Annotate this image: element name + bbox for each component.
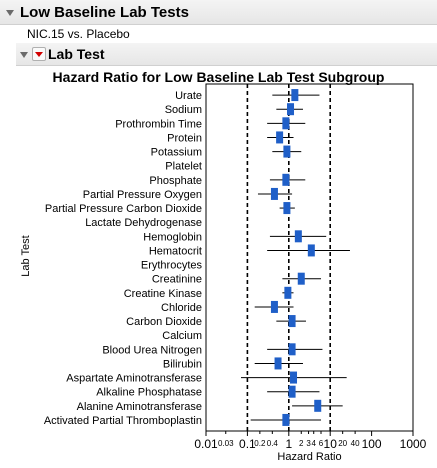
plot-frame — [205, 83, 414, 432]
hazard-ratio-marker — [307, 244, 315, 257]
y-tick-label: Calcium — [162, 330, 202, 342]
y-tick-label: Urate — [175, 90, 202, 102]
y-tick-label: Partial Pressure Oxygen — [83, 189, 202, 201]
disclosure-icon[interactable] — [20, 52, 28, 58]
hazard-ratio-marker — [288, 385, 296, 398]
x-minor-tick-label: 2 — [299, 439, 304, 448]
x-minor-tick-label: 0.03 — [218, 439, 234, 448]
y-tick-label: Activated Partial Thromboplastin — [44, 415, 202, 427]
section-title: Lab Test — [48, 46, 105, 62]
hazard-ratio-marker — [276, 131, 284, 144]
y-tick-label: Protein — [167, 132, 202, 144]
disclosure-icon[interactable] — [6, 10, 14, 16]
x-tick-label: 0.01 — [194, 437, 218, 451]
x-tick-label: 0.1 — [239, 437, 256, 451]
hazard-ratio-marker — [282, 413, 290, 426]
hazard-ratio-marker — [282, 117, 290, 130]
hazard-ratio-marker — [274, 357, 282, 370]
x-minor-tick-label: 3 — [306, 439, 311, 448]
hazard-ratio-marker — [288, 315, 296, 328]
hazard-ratio-marker — [288, 343, 296, 356]
y-tick-label: Lactate Dehydrogenase — [85, 217, 202, 229]
hazard-ratio-marker — [291, 89, 299, 102]
y-tick-label: Erythrocytes — [141, 260, 203, 272]
hazard-ratio-marker — [287, 103, 295, 116]
y-tick-label: Aspartate Aminotransferase — [66, 373, 202, 385]
hazard-ratio-marker — [283, 202, 291, 215]
hazard-ratio-marker — [283, 145, 291, 158]
y-tick-label: Potassium — [151, 147, 202, 159]
x-minor-tick-label: 40 — [351, 439, 360, 448]
x-minor-tick-label: 0.4 — [267, 439, 279, 448]
y-tick-label: Chloride — [161, 302, 202, 314]
x-minor-tick-label: 4 — [311, 439, 316, 448]
y-tick-label: Alanine Aminotransferase — [77, 401, 202, 413]
y-tick-label: Carbon Dioxide — [126, 316, 202, 328]
y-axis-label: Lab Test — [20, 235, 32, 277]
hazard-ratio-marker — [270, 300, 278, 313]
x-minor-tick-label: 6 — [319, 439, 324, 448]
y-tick-label: Creatinine — [152, 274, 202, 286]
red-triangle-menu-icon[interactable] — [32, 47, 46, 61]
x-tick-label: 1000 — [400, 437, 427, 451]
y-tick-label: Platelet — [165, 161, 202, 173]
section-header[interactable] — [16, 43, 437, 66]
x-minor-tick-label: 20 — [338, 439, 347, 448]
y-tick-label: Blood Urea Nitrogen — [102, 344, 202, 356]
hazard-ratio-marker — [297, 272, 305, 285]
y-tick-label: Partial Pressure Carbon Dioxide — [45, 203, 202, 215]
plot-area: Urate Sodium Prothrombin Time Protein Potass… — [44, 83, 427, 463]
hazard-ratio-marker — [284, 286, 292, 299]
report-title: Low Baseline Lab Tests — [20, 4, 189, 21]
report-subtitle: NIC.15 vs. Placebo — [27, 27, 130, 41]
hazard-ratio-marker — [290, 371, 298, 384]
y-tick-label: Prothrombin Time — [115, 118, 202, 130]
x-axis-label: Hazard Ratio — [277, 451, 341, 463]
hazard-ratio-marker — [294, 230, 302, 243]
y-tick-label: Creatine Kinase — [124, 288, 202, 300]
y-tick-label: Hematocrit — [149, 245, 202, 257]
x-tick-label: 10 — [324, 437, 338, 451]
y-tick-label: Bilirubin — [163, 358, 202, 370]
hazard-ratio-marker — [314, 399, 322, 412]
chart-title: Hazard Ratio for Low Baseline Lab Test S… — [52, 69, 385, 85]
x-minor-tick-label: 0.2 — [254, 439, 266, 448]
y-tick-label: Sodium — [165, 104, 202, 116]
hazard-ratio-marker — [270, 187, 278, 200]
y-tick-label: Alkaline Phosphatase — [96, 387, 202, 399]
y-tick-label: Phosphate — [149, 175, 202, 187]
x-tick-label: 1 — [285, 437, 292, 451]
y-tick-label: Hemoglobin — [143, 231, 202, 243]
hazard-ratio-marker — [282, 173, 290, 186]
x-tick-label: 100 — [362, 437, 382, 451]
report-header[interactable]: Low Baseline Lab Tests — [0, 0, 437, 25]
